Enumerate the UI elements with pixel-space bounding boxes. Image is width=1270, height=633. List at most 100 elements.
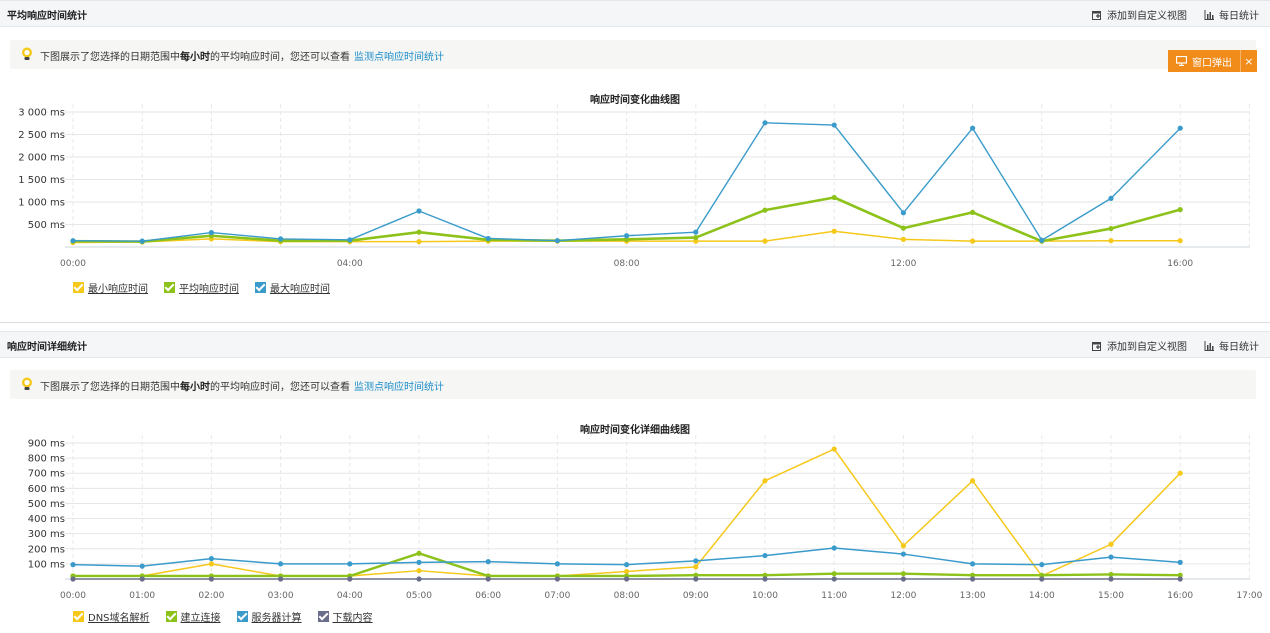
popup-window-button[interactable]: 窗口弹出 × [1168, 50, 1257, 72]
data-point [831, 571, 837, 577]
data-point [1108, 541, 1114, 547]
x-tick-label: 08:00 [614, 259, 640, 269]
data-point [1108, 571, 1114, 578]
data-point [624, 576, 630, 582]
data-point [762, 238, 768, 244]
x-tick-label: 00:00 [60, 259, 86, 269]
y-tick-label: 3 000 ms [18, 108, 65, 119]
data-point [970, 478, 976, 484]
data-point [900, 236, 907, 242]
x-tick-label: 06:00 [475, 591, 501, 601]
data-point [970, 125, 976, 131]
data-point [762, 572, 768, 578]
x-tick-label: 14:00 [1029, 591, 1055, 601]
data-point [693, 238, 699, 244]
data-point [624, 568, 630, 575]
y-tick-label: 800 ms [28, 454, 65, 465]
data-point [693, 564, 699, 570]
bar-chart-icon [1204, 340, 1214, 351]
checkbox-icon [73, 611, 84, 622]
lightbulb-icon [22, 377, 32, 390]
legend-item-server[interactable]: 服务器计算 [236, 609, 302, 624]
data-point [831, 576, 837, 582]
section-header: 平均响应时间统计 添加到自定义视图 每日统计 [0, 1, 1270, 27]
daily-stats-label: 每日统计 [1219, 11, 1259, 22]
x-tick-label: 12:00 [890, 259, 916, 269]
x-tick-label: 05:00 [406, 591, 432, 601]
y-tick-label: 700 ms [28, 469, 65, 480]
monitor-point-link[interactable]: 监测点响应时间统计 [354, 52, 444, 63]
monitor-point-link[interactable]: 监测点响应时间统计 [354, 382, 444, 393]
daily-stats-link[interactable]: 每日统计 [1204, 338, 1259, 353]
legend-item-avg[interactable]: 平均响应时间 [164, 280, 239, 295]
data-point [624, 233, 630, 239]
add-to-custom-view-link[interactable]: 添加到自定义视图 [1092, 7, 1187, 22]
y-tick-label: 200 ms [28, 544, 65, 555]
y-tick-label: 2 500 ms [18, 130, 65, 141]
x-tick-label: 10:00 [752, 591, 778, 601]
y-tick-label: 300 ms [28, 529, 65, 540]
y-tick-label: 500 ms [28, 499, 65, 510]
add-view-icon [1092, 341, 1101, 351]
data-point [1108, 554, 1114, 560]
x-tick-label: 07:00 [544, 591, 570, 601]
x-tick-label: 16:00 [1167, 591, 1193, 601]
data-point [970, 561, 976, 567]
info-bar: 下图展示了您选择的日期范围中每小时的平均响应时间，您还可以查看 监测点响应时间统计 [10, 40, 1256, 69]
bar-chart-icon [1204, 9, 1214, 20]
chart-legend: 最小响应时间 平均响应时间 最大响应时间 [73, 280, 330, 295]
x-tick-label: 01:00 [129, 591, 155, 601]
legend-item-dns[interactable]: DNS域名解析 [73, 609, 150, 624]
info-bold: 每小时 [180, 52, 210, 63]
data-point [762, 120, 768, 126]
section-title: 响应时间详细统计 [7, 342, 87, 353]
daily-stats-link[interactable]: 每日统计 [1204, 7, 1259, 22]
data-point [347, 237, 353, 243]
data-point [416, 559, 422, 565]
legend-item-connect[interactable]: 建立连接 [165, 609, 221, 624]
y-tick-label: 1 500 ms [18, 175, 65, 186]
data-point [416, 208, 422, 214]
data-point [485, 559, 491, 565]
legend-item-min[interactable]: 最小响应时间 [73, 280, 148, 295]
data-point [70, 576, 76, 582]
data-point [416, 239, 422, 245]
add-to-custom-view-link[interactable]: 添加到自定义视图 [1092, 338, 1187, 353]
x-tick-label: 00:00 [60, 591, 86, 601]
x-tick-label: 13:00 [960, 591, 986, 601]
data-point [1177, 125, 1183, 131]
popup-close-icon[interactable]: × [1244, 54, 1254, 68]
data-point [900, 571, 907, 577]
popup-main[interactable]: 窗口弹出 [1168, 50, 1241, 72]
data-point [900, 551, 907, 557]
average-response-section: 平均响应时间统计 添加到自定义视图 每日统计 下图展示了您选择的日期范围中每小时… [0, 0, 1270, 323]
x-tick-label: 02:00 [198, 591, 224, 601]
info-text: 下图展示了您选择的日期范围中每小时的平均响应时间，您还可以查看 监测点响应时间统计 [40, 52, 444, 63]
add-view-label: 添加到自定义视图 [1107, 11, 1187, 22]
chart-title: 响应时间变化详细曲线图 [580, 425, 690, 436]
data-point [693, 572, 699, 578]
response-time-detail-chart: 100 ms 200 ms 300 ms 400 ms 500 ms 600 ms 700 … [28, 435, 1263, 601]
chart-title: 响应时间变化曲线图 [590, 95, 680, 106]
data-point [624, 236, 630, 242]
data-point [1177, 207, 1183, 213]
data-point [1177, 559, 1183, 565]
x-tick-label: 04:00 [337, 259, 363, 269]
legend-item-max[interactable]: 最大响应时间 [255, 280, 330, 295]
section-divider [0, 322, 1270, 332]
y-tick-label: 1 000 ms [18, 198, 65, 209]
data-point [693, 229, 699, 235]
data-point [139, 563, 145, 569]
add-view-label: 添加到自定义视图 [1107, 342, 1187, 353]
data-point [485, 235, 491, 242]
data-point [900, 225, 907, 231]
data-point [1108, 576, 1114, 582]
data-point [208, 556, 214, 562]
section-title: 平均响应时间统计 [7, 11, 87, 22]
data-point [1039, 576, 1045, 582]
data-point [693, 576, 699, 582]
legend-item-download[interactable]: 下载内容 [317, 609, 373, 624]
data-point [1039, 562, 1045, 568]
checkbox-icon [164, 282, 175, 293]
checkbox-icon [317, 611, 329, 622]
